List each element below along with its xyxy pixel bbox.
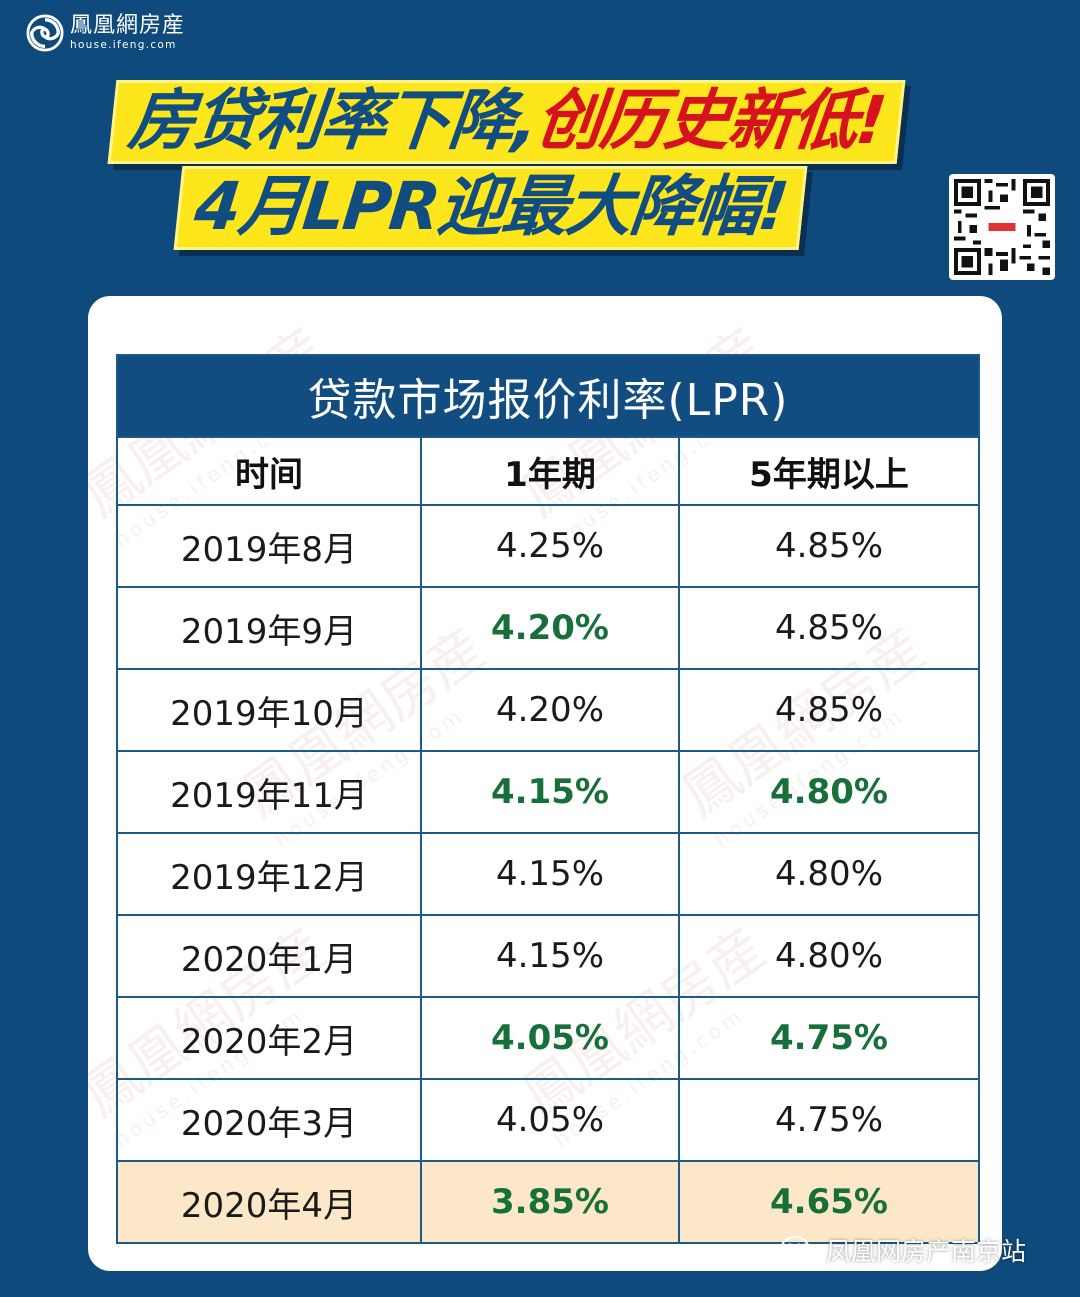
table-row: 2019年12月 4.15% 4.80% <box>116 832 980 916</box>
cell-five-year-rate: 4.65% <box>678 1160 980 1244</box>
cell-one-year-rate: 3.85% <box>420 1160 680 1244</box>
headline-line-1: 房贷利率下降,创历史新低! <box>107 80 906 164</box>
cell-date: 2019年11月 <box>116 750 422 834</box>
table-row: 2019年9月 4.20% 4.85% <box>116 586 980 670</box>
cell-date: 2019年9月 <box>116 586 422 670</box>
cell-one-year-rate: 4.05% <box>420 1078 680 1162</box>
cell-five-year-rate: 4.80% <box>678 832 980 916</box>
brand-url: house.ifeng.com <box>70 39 177 52</box>
cell-five-year-rate: 4.75% <box>678 1078 980 1162</box>
table-row: 2020年1月 4.15% 4.80% <box>116 914 980 998</box>
cell-one-year-rate: 4.15% <box>420 750 680 834</box>
cell-five-year-rate: 4.80% <box>678 914 980 998</box>
cell-date: 2019年10月 <box>116 668 422 752</box>
cell-one-year-rate: 4.20% <box>420 668 680 752</box>
lpr-table: 贷款市场报价利率(LPR) 时间 1年期 5年期以上 2019年8月 4.25% 4… <box>116 354 980 1244</box>
cell-one-year-rate: 4.05% <box>420 996 680 1080</box>
headline-part-2: 创历史新低! <box>532 82 889 159</box>
cell-five-year-rate: 4.75% <box>678 996 980 1080</box>
table-title: 贷款市场报价利率(LPR) <box>116 354 980 438</box>
brand-name: 鳳凰網房産 <box>70 13 186 39</box>
cell-one-year-rate: 4.20% <box>420 586 680 670</box>
cell-one-year-rate: 4.25% <box>420 504 680 588</box>
brand-logo: 鳳凰網房産 house.ifeng.com <box>26 14 185 52</box>
column-header-one-year: 1年期 <box>420 436 680 506</box>
table-row: 2019年10月 4.20% 4.85% <box>116 668 980 752</box>
cell-date: 2020年4月 <box>116 1160 422 1244</box>
phoenix-swirl-icon <box>26 14 64 52</box>
wechat-icon <box>781 1236 818 1263</box>
cell-one-year-rate: 4.15% <box>420 832 680 916</box>
qr-code-icon <box>949 174 1055 280</box>
table-row: 2020年3月 4.05% 4.75% <box>116 1078 980 1162</box>
footer-account: 凤凰网房产南京站 <box>780 1232 1026 1268</box>
cell-five-year-rate: 4.85% <box>678 668 980 752</box>
account-name: 凤凰网房产南京站 <box>826 1237 1027 1266</box>
table-row: 2019年11月 4.15% 4.80% <box>116 750 980 834</box>
cell-five-year-rate: 4.80% <box>678 750 980 834</box>
cell-date: 2020年2月 <box>116 996 422 1080</box>
headline: 房贷利率下降,创历史新低! 4月LPR迎最大降幅! <box>107 80 988 250</box>
column-header-five-year: 5年期以上 <box>678 436 980 506</box>
cell-date: 2020年3月 <box>116 1078 422 1162</box>
cell-date: 2020年1月 <box>116 914 422 998</box>
table-row: 2020年2月 4.05% 4.75% <box>116 996 980 1080</box>
headline-line-2: 4月LPR迎最大降幅! <box>173 166 808 250</box>
table-row: 2019年8月 4.25% 4.85% <box>116 504 980 588</box>
cell-date: 2019年12月 <box>116 832 422 916</box>
table-row: 2020年4月 3.85% 4.65% <box>116 1160 980 1244</box>
cell-one-year-rate: 4.15% <box>420 914 680 998</box>
cell-date: 2019年8月 <box>116 504 422 588</box>
cell-five-year-rate: 4.85% <box>678 586 980 670</box>
cell-five-year-rate: 4.85% <box>678 504 980 588</box>
column-header-date: 时间 <box>116 436 422 506</box>
headline-part-1: 房贷利率下降, <box>125 82 541 159</box>
